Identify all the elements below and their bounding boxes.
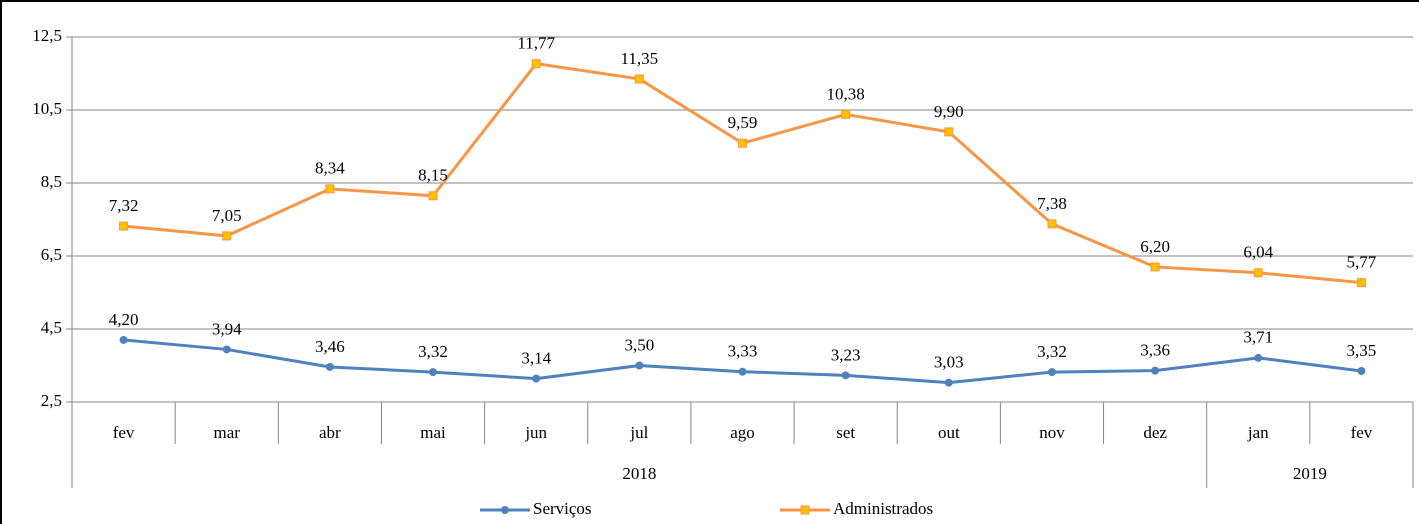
- y-tick-label: 12,5: [32, 26, 62, 45]
- y-tick-label: 10,5: [32, 99, 62, 118]
- data-label: 8,34: [315, 159, 345, 178]
- y-tick-label: 6,5: [41, 245, 62, 264]
- y-tick-label: 2,5: [41, 391, 62, 410]
- legend-marker: [501, 506, 509, 514]
- point: [841, 109, 851, 119]
- point: [428, 191, 438, 201]
- data-label: 3,50: [624, 335, 654, 354]
- data-label: 7,38: [1037, 194, 1067, 213]
- point: [532, 374, 541, 383]
- point: [222, 345, 231, 354]
- data-label: 3,71: [1243, 328, 1273, 347]
- group-label: 2018: [622, 464, 656, 483]
- data-label: 3,32: [1037, 342, 1067, 361]
- data-label: 4,20: [109, 310, 139, 329]
- x-tick-label: out: [938, 423, 960, 442]
- data-label: 7,32: [109, 196, 139, 215]
- data-label: 3,46: [315, 337, 345, 356]
- data-label: 9,90: [934, 102, 964, 121]
- point: [944, 378, 953, 387]
- point: [429, 368, 438, 377]
- point: [634, 74, 644, 84]
- data-label: 9,59: [728, 113, 758, 132]
- data-label: 11,35: [621, 49, 659, 68]
- legend-marker: [800, 505, 810, 515]
- data-label: 11,77: [517, 34, 555, 53]
- x-tick-label: jul: [629, 423, 648, 442]
- point: [841, 371, 850, 380]
- legend-label: Administrados: [833, 499, 933, 518]
- x-tick-label: nov: [1039, 423, 1065, 442]
- point: [944, 127, 954, 137]
- y-tick-label: 8,5: [41, 172, 62, 191]
- point: [222, 231, 232, 241]
- x-tick-label: mar: [214, 423, 241, 442]
- x-tick-label: dez: [1143, 423, 1167, 442]
- point: [738, 138, 747, 148]
- point: [1253, 268, 1263, 278]
- data-label: 3,23: [831, 345, 861, 364]
- x-tick-label: mai: [420, 423, 446, 442]
- data-label: 5,77: [1347, 253, 1377, 272]
- point: [738, 367, 747, 376]
- x-tick-label: abr: [319, 423, 341, 442]
- data-label: 3,14: [521, 349, 551, 368]
- point: [635, 361, 644, 370]
- point: [1047, 219, 1057, 229]
- y-tick-label: 4,5: [41, 318, 62, 337]
- point: [119, 221, 129, 231]
- data-label: 3,35: [1347, 341, 1377, 360]
- point: [119, 335, 128, 344]
- x-tick-label: ago: [730, 423, 755, 442]
- x-tick-label: set: [836, 423, 855, 442]
- x-tick-label: fev: [1351, 423, 1373, 442]
- point: [1047, 368, 1056, 377]
- data-label: 3,03: [934, 353, 964, 372]
- data-label: 6,20: [1140, 237, 1170, 256]
- group-label: 2019: [1293, 464, 1327, 483]
- point: [531, 59, 541, 69]
- data-label: 6,04: [1243, 243, 1273, 262]
- data-label: 3,94: [212, 319, 242, 338]
- data-label: 3,33: [728, 342, 758, 361]
- x-tick-label: fev: [113, 423, 135, 442]
- point: [1150, 262, 1160, 272]
- point: [1254, 353, 1263, 362]
- point: [325, 184, 335, 194]
- data-label: 7,05: [212, 206, 242, 225]
- legend-label: Serviços: [533, 499, 592, 518]
- series-line: [123, 62, 1362, 285]
- point: [1151, 366, 1160, 375]
- data-label: 8,15: [418, 166, 448, 185]
- x-tick-label: jun: [524, 423, 547, 442]
- point: [1356, 278, 1366, 288]
- data-label: 3,32: [418, 342, 448, 361]
- data-label: 3,36: [1140, 341, 1170, 360]
- x-tick-label: jan: [1247, 423, 1269, 442]
- point: [325, 362, 334, 371]
- data-label: 10,38: [827, 84, 865, 103]
- point: [1357, 366, 1366, 375]
